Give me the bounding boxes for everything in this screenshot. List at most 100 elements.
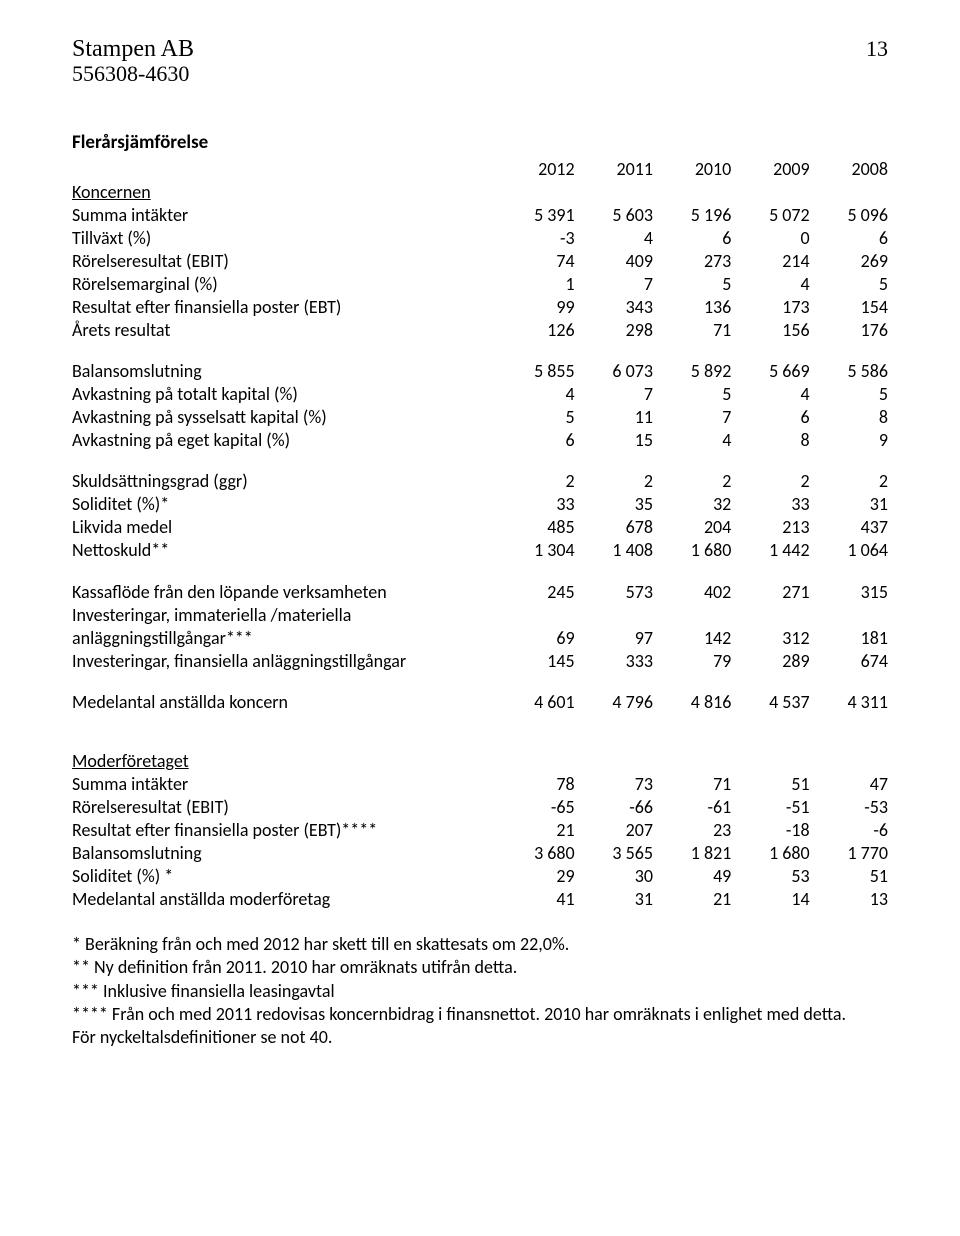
row-label: Summa intäkter	[72, 773, 496, 796]
row-cell: 7	[575, 383, 653, 406]
row-cell: 5	[810, 273, 888, 296]
row-cell: 7	[653, 406, 731, 429]
row-cell: 4 601	[496, 691, 574, 714]
row-cell: 273	[653, 250, 731, 273]
table-row: Summa intäkter5 3915 6035 1965 0725 096	[72, 204, 888, 227]
table-row: anläggningstillgångar***6997142312181	[72, 627, 888, 650]
row-cell: 33	[496, 493, 574, 516]
table-row: Resultat efter finansiella poster (EBT)9…	[72, 296, 888, 319]
row-cell: 4	[731, 383, 809, 406]
row-label: Summa intäkter	[72, 204, 496, 227]
table-row: Investeringar, immateriella /materiella	[72, 604, 888, 627]
row-label: Tillväxt (%)	[72, 227, 496, 250]
row-cell: 315	[810, 581, 888, 604]
row-label: Likvida medel	[72, 516, 496, 539]
row-cell: 213	[731, 516, 809, 539]
row-cell: 2	[653, 470, 731, 493]
table-row: Tillväxt (%)-34606	[72, 227, 888, 250]
col-year-1: 2011	[575, 158, 653, 181]
row-cell: 4	[496, 383, 574, 406]
row-cell: 3 565	[575, 842, 653, 865]
row-cell: 5 196	[653, 204, 731, 227]
row-cell: 136	[653, 296, 731, 319]
row-cell: 31	[575, 888, 653, 911]
row-cell: 31	[810, 493, 888, 516]
row-cell: 5	[496, 406, 574, 429]
col-year-3: 2009	[731, 158, 809, 181]
row-cell: 126	[496, 319, 574, 342]
row-label: Investeringar, immateriella /materiella	[72, 604, 496, 627]
row-label: Soliditet (%) *	[72, 865, 496, 888]
row-cell: 1 064	[810, 539, 888, 562]
row-cell: 4 537	[731, 691, 809, 714]
row-cell: 1 680	[653, 539, 731, 562]
row-cell: 35	[575, 493, 653, 516]
group-heading-moderforetaget: Moderföretaget	[72, 750, 888, 773]
row-cell: 71	[653, 319, 731, 342]
row-cell: 13	[810, 888, 888, 911]
row-cell: 1	[496, 273, 574, 296]
col-year-0: 2012	[496, 158, 574, 181]
row-label: Medelantal anställda koncern	[72, 691, 496, 714]
row-cell: 289	[731, 650, 809, 673]
footnote-line: ** Ny definition från 2011. 2010 har omr…	[72, 956, 888, 979]
row-cell: 312	[731, 627, 809, 650]
row-cell: 69	[496, 627, 574, 650]
row-cell: 245	[496, 581, 574, 604]
table-row: Rörelseresultat (EBIT)74409273214269	[72, 250, 888, 273]
row-cell: -66	[575, 796, 653, 819]
company-name: Stampen AB	[72, 36, 194, 63]
row-label: Nettoskuld**	[72, 539, 496, 562]
org-number: 556308-4630	[72, 61, 888, 87]
col-year-4: 2008	[810, 158, 888, 181]
row-cell: 5 892	[653, 360, 731, 383]
row-cell: -65	[496, 796, 574, 819]
row-cell	[496, 604, 574, 627]
row-cell: 5	[810, 383, 888, 406]
row-label: Balansomslutning	[72, 360, 496, 383]
row-label: Resultat efter finansiella poster (EBT)*…	[72, 819, 496, 842]
row-cell: 154	[810, 296, 888, 319]
row-cell: 333	[575, 650, 653, 673]
row-cell: 4 796	[575, 691, 653, 714]
row-cell: 51	[731, 773, 809, 796]
row-cell: 674	[810, 650, 888, 673]
row-cell: 2	[731, 470, 809, 493]
row-cell: 8	[731, 429, 809, 452]
table-row: Summa intäkter7873715147	[72, 773, 888, 796]
row-cell: 409	[575, 250, 653, 273]
row-cell: 5	[653, 383, 731, 406]
row-label: anläggningstillgångar***	[72, 627, 496, 650]
row-cell: 30	[575, 865, 653, 888]
row-cell: 5 096	[810, 204, 888, 227]
row-cell: 5 391	[496, 204, 574, 227]
row-cell: 1 821	[653, 842, 731, 865]
row-label: Investeringar, finansiella anläggningsti…	[72, 650, 496, 673]
row-cell: 485	[496, 516, 574, 539]
footnote-line: *** Inklusive finansiella leasingavtal	[72, 980, 888, 1003]
row-cell: 79	[653, 650, 731, 673]
page-number: 13	[866, 36, 888, 62]
row-cell: 437	[810, 516, 888, 539]
footnotes: * Beräkning från och med 2012 har skett …	[72, 933, 888, 1050]
row-cell: 298	[575, 319, 653, 342]
row-cell: 142	[653, 627, 731, 650]
col-year-2: 2010	[653, 158, 731, 181]
row-cell: 21	[496, 819, 574, 842]
row-label: Soliditet (%)*	[72, 493, 496, 516]
footnote-line: * Beräkning från och med 2012 har skett …	[72, 933, 888, 956]
row-label: Rörelseresultat (EBIT)	[72, 250, 496, 273]
moderforetaget-heading: Moderföretaget	[72, 750, 496, 773]
row-cell: 1 680	[731, 842, 809, 865]
row-cell: -3	[496, 227, 574, 250]
table-row: Årets resultat12629871156176	[72, 319, 888, 342]
row-cell: -18	[731, 819, 809, 842]
table-row: Investeringar, finansiella anläggningsti…	[72, 650, 888, 673]
row-cell: 1 442	[731, 539, 809, 562]
section-title: Flerårsjämförelse	[72, 131, 888, 154]
row-cell: 71	[653, 773, 731, 796]
financial-table: 2012 2011 2010 2009 2008 Koncernen Summa…	[72, 158, 888, 911]
row-cell: 7	[575, 273, 653, 296]
row-cell: 47	[810, 773, 888, 796]
row-cell: 6	[653, 227, 731, 250]
